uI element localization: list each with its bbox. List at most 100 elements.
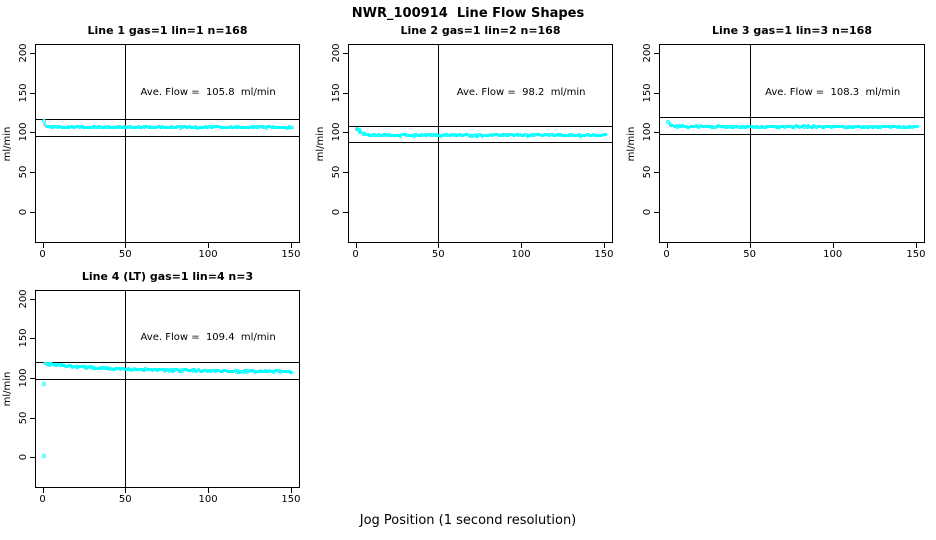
y-tick-label: 150 (18, 328, 29, 348)
vline-x50 (749, 44, 751, 243)
ref-line-upper (35, 361, 300, 363)
y-tick-mark (30, 457, 35, 459)
y-tick-label: 100 (642, 122, 653, 142)
x-tick-label: 50 (431, 249, 445, 260)
x-tick-label: 50 (118, 494, 132, 505)
x-tick-label: 100 (198, 494, 218, 505)
x-tick-label: 100 (823, 249, 843, 260)
y-tick-mark (343, 92, 348, 94)
y-tick-label: 0 (331, 208, 342, 216)
outlier-point (42, 382, 47, 387)
y-tick-label: 200 (18, 43, 29, 63)
y-tick-label: 50 (331, 165, 342, 179)
y-tick-label: 0 (18, 453, 29, 461)
ref-line-lower (348, 141, 613, 143)
x-tick-mark (521, 243, 523, 248)
ref-line-lower (659, 134, 925, 136)
x-tick-label: 0 (663, 249, 670, 260)
y-tick-label: 150 (331, 83, 342, 103)
ref-line-lower (35, 136, 300, 138)
x-tick-label: 100 (198, 249, 218, 260)
x-tick-mark (438, 243, 440, 248)
annotation-text: Ave. Flow = 109.4 ml/min (140, 332, 276, 344)
data-point (604, 132, 607, 136)
y-tick-label: 100 (331, 122, 342, 142)
y-tick-label: 0 (18, 208, 29, 216)
y-tick-label: 0 (642, 208, 653, 216)
y-tick-mark (30, 52, 35, 54)
y-tick-mark (30, 417, 35, 419)
subplot-title: Line 3 gas=1 lin=3 n=168 (711, 24, 872, 37)
ref-line-upper (35, 119, 300, 121)
y-tick-mark (654, 212, 659, 213)
subplot-title: Line 4 (LT) gas=1 lin=4 n=3 (81, 270, 254, 283)
vline-x50 (125, 290, 127, 488)
y-tick-label: 150 (642, 83, 653, 103)
x-tick-label: 0 (352, 249, 359, 260)
y-tick-label: 100 (18, 368, 29, 388)
vline-x50 (125, 44, 127, 243)
x-tick-label: 150 (281, 249, 301, 260)
x-tick-label: 50 (743, 249, 756, 260)
y-axis-label: ml/min (2, 371, 13, 407)
ref-line-upper (348, 126, 613, 127)
x-tick-mark (290, 243, 292, 248)
y-tick-label: 200 (642, 43, 653, 63)
outlier-point (356, 128, 361, 133)
data-point (915, 125, 919, 129)
y-tick-label: 100 (18, 122, 29, 142)
y-tick-label: 200 (331, 43, 342, 63)
x-tick-mark (355, 243, 357, 248)
x-tick-mark (290, 488, 292, 493)
y-tick-label: 50 (18, 165, 29, 179)
x-tick-mark (208, 243, 210, 248)
y-tick-mark (654, 92, 659, 94)
y-tick-mark (30, 212, 35, 213)
x-tick-mark (915, 243, 917, 248)
y-tick-mark (343, 52, 348, 54)
y-tick-mark (343, 172, 348, 174)
y-tick-label: 50 (642, 165, 653, 179)
y-tick-mark (654, 172, 659, 174)
x-tick-mark (603, 243, 605, 248)
x-tick-mark (125, 488, 127, 493)
x-tick-label: 100 (511, 249, 531, 260)
y-tick-mark (343, 132, 348, 134)
x-tick-mark (208, 488, 210, 493)
plot-box (35, 290, 300, 488)
x-tick-label: 0 (39, 494, 46, 505)
x-tick-mark (125, 243, 127, 248)
y-tick-mark (654, 52, 659, 54)
y-axis-label: ml/min (626, 126, 637, 161)
y-tick-label: 50 (18, 411, 29, 424)
y-axis-label: ml/min (2, 126, 13, 161)
ref-line-lower (35, 379, 300, 381)
y-axis-label: ml/min (315, 126, 326, 161)
x-tick-label: 0 (39, 249, 46, 260)
y-tick-mark (30, 172, 35, 174)
x-tick-mark (832, 243, 834, 248)
data-point (290, 125, 294, 129)
x-tick-label: 50 (118, 249, 132, 260)
x-tick-mark (42, 488, 44, 493)
data-point (290, 370, 294, 374)
y-tick-mark (30, 298, 35, 300)
plot-box (348, 44, 613, 243)
x-tick-label: 150 (594, 249, 614, 260)
outlier-point (666, 119, 671, 124)
y-tick-mark (343, 212, 348, 213)
outlier-point (42, 118, 47, 123)
subplot-title: Line 1 gas=1 lin=1 n=168 (87, 24, 248, 37)
x-tick-mark (749, 243, 751, 248)
annotation-text: Ave. Flow = 105.8 ml/min (140, 86, 276, 98)
subplot-title: Line 2 gas=1 lin=2 n=168 (400, 24, 561, 37)
outlier-point (42, 454, 47, 459)
y-tick-mark (30, 377, 35, 379)
x-tick-mark (666, 243, 668, 248)
plot-box (35, 44, 300, 243)
ref-line-upper (659, 117, 925, 119)
y-tick-label: 150 (18, 83, 29, 103)
x-tick-mark (42, 243, 44, 248)
vline-x50 (438, 44, 440, 243)
